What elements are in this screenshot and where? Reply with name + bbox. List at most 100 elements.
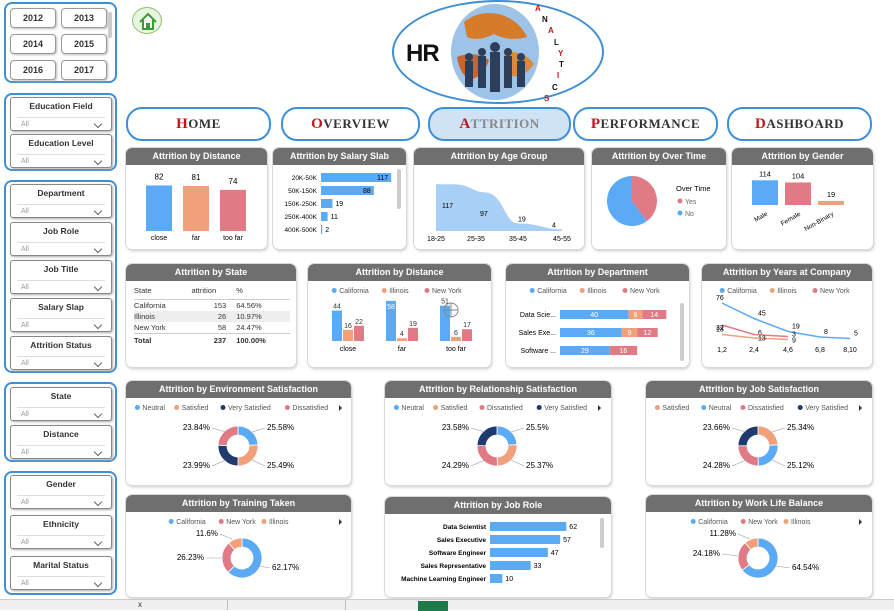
card-attrition-by-age-group: Attrition by Age Group 117 18-25 97 25-35 19… — [414, 148, 584, 249]
slicer-job-title[interactable]: Job Title All — [10, 260, 112, 294]
data-label: 16 — [620, 348, 628, 355]
table-cell: 58 — [217, 323, 227, 332]
tick-label: 400K-500K — [284, 227, 317, 234]
chevron-down-icon[interactable] — [93, 244, 103, 254]
leader-line — [470, 427, 486, 433]
donut-label: 25.49% — [267, 461, 294, 470]
legend-label: Neutral — [142, 405, 165, 412]
slicer-ethnicity[interactable]: Ethnicity All — [10, 515, 112, 549]
card-env-satisfaction: Attrition by Environment Satisfaction Ne… — [126, 381, 351, 485]
nav-overview[interactable]: O VERVIEW — [281, 107, 420, 141]
legend-marker — [479, 405, 485, 410]
chevron-down-icon[interactable] — [93, 537, 103, 547]
donut-slice — [237, 444, 259, 467]
slicer-salary-slap[interactable]: Salary Slap All — [10, 298, 112, 332]
chevron-down-icon[interactable] — [93, 578, 103, 588]
legend-label: Illinois — [777, 288, 797, 295]
year-button-2014[interactable]: 2014 — [10, 34, 56, 54]
slicer-attrition-status[interactable]: Attrition Status All — [10, 336, 112, 370]
table-row: New York 58 24.47% — [134, 322, 290, 334]
slicer-education-level[interactable]: Education Level All — [10, 134, 112, 168]
year-button-2013[interactable]: 2013 — [61, 8, 107, 28]
active-page-tab[interactable] — [418, 601, 448, 611]
card-job-role: Attrition by Job Role Data Scientist 62 Sa… — [385, 497, 611, 597]
card-job-satisfaction: Attrition by Job Satisfaction Satisfied N… — [646, 381, 872, 485]
slicer-value: All — [21, 411, 29, 418]
donut-slice — [744, 537, 759, 551]
slicer-department[interactable]: Department All — [10, 184, 112, 218]
year-button-2016[interactable]: 2016 — [10, 60, 56, 80]
data-label: 6 — [454, 330, 458, 337]
legend-label: California — [698, 519, 728, 526]
legend-marker — [783, 519, 789, 524]
chevron-down-icon[interactable] — [93, 320, 103, 330]
close-tab-button[interactable]: x — [138, 600, 142, 609]
data-label: 11 — [331, 214, 338, 221]
card-title: Attrition by Job Satisfaction — [646, 381, 872, 398]
card-title: Attrition by Environment Satisfaction — [126, 381, 351, 398]
bar — [752, 180, 778, 205]
card-attrition-by-years: Attrition by Years at Company California… — [702, 264, 872, 367]
legend-label: Illinois — [587, 288, 607, 295]
nav-initial: D — [754, 115, 767, 132]
year-button-2015[interactable]: 2015 — [61, 34, 107, 54]
bar — [321, 173, 392, 182]
data-label: 19 — [335, 201, 343, 208]
scrollbar — [397, 169, 401, 209]
year-button-2012[interactable]: 2012 — [10, 8, 56, 28]
slicer-label: Marital Status — [33, 560, 89, 570]
card-title: Attrition by Job Role — [385, 497, 611, 514]
year-scrollbar[interactable] — [108, 12, 112, 38]
tick-label: Sales Exe... — [519, 330, 556, 337]
legend-marker — [174, 405, 180, 410]
donut-label: 11.6% — [196, 529, 218, 538]
slicer-label: Ethnicity — [43, 519, 79, 529]
legend-next-icon — [339, 519, 342, 525]
nav-dashboard[interactable]: D ASHBOARD — [727, 107, 872, 141]
tick-label: Male — [753, 210, 769, 223]
table-cell: 24.47% — [236, 323, 262, 332]
leader-line — [721, 553, 739, 557]
slicer-education-field[interactable]: Education Field All — [10, 97, 112, 131]
chevron-down-icon[interactable] — [93, 358, 103, 368]
data-label: 12 — [644, 330, 652, 337]
table-cell: Illinois — [134, 312, 155, 321]
home-icon[interactable] — [132, 7, 162, 34]
data-label: 76 — [716, 295, 724, 302]
chevron-down-icon[interactable] — [93, 497, 103, 507]
tab-divider — [228, 600, 346, 610]
slicer-marital-status[interactable]: Marital Status All — [10, 556, 112, 590]
chevron-down-icon[interactable] — [93, 282, 103, 292]
slicer-label: Job Role — [43, 226, 79, 236]
leader-line — [775, 565, 791, 569]
chevron-down-icon[interactable] — [93, 156, 103, 166]
tick-label: Data Scie... — [520, 312, 556, 319]
bar — [637, 328, 658, 337]
legend-label: Illinois — [389, 288, 409, 295]
slicer-gender[interactable]: Gender All — [10, 475, 112, 509]
nav-attrition[interactable]: A TTRITION — [428, 107, 571, 141]
year-button-2017[interactable]: 2017 — [61, 60, 107, 80]
legend-marker — [134, 405, 140, 410]
donut-label: 24.18% — [693, 549, 720, 558]
chevron-down-icon[interactable] — [93, 409, 103, 419]
series-line — [721, 324, 789, 338]
series-line — [721, 333, 789, 341]
nav-home[interactable]: H OME — [126, 107, 271, 141]
slicer-distance[interactable]: Distance All — [10, 425, 112, 459]
slicer-state[interactable]: State All — [10, 387, 112, 421]
data-label: 82 — [155, 172, 164, 181]
legend-label: Dissatisfied — [487, 405, 523, 412]
bar — [490, 522, 567, 531]
legend-label: Very Satisfied — [544, 405, 587, 412]
leader-line — [251, 459, 266, 467]
slicer-underline — [17, 318, 105, 319]
chevron-down-icon[interactable] — [93, 119, 103, 129]
nav-performance[interactable]: P ERFORMANCE — [573, 107, 718, 141]
chevron-down-icon[interactable] — [93, 447, 103, 457]
chevron-down-icon[interactable] — [93, 206, 103, 216]
slicer-job-role[interactable]: Job Role All — [10, 222, 112, 256]
logo-letter: T — [559, 60, 564, 69]
donut-slice — [217, 425, 239, 446]
